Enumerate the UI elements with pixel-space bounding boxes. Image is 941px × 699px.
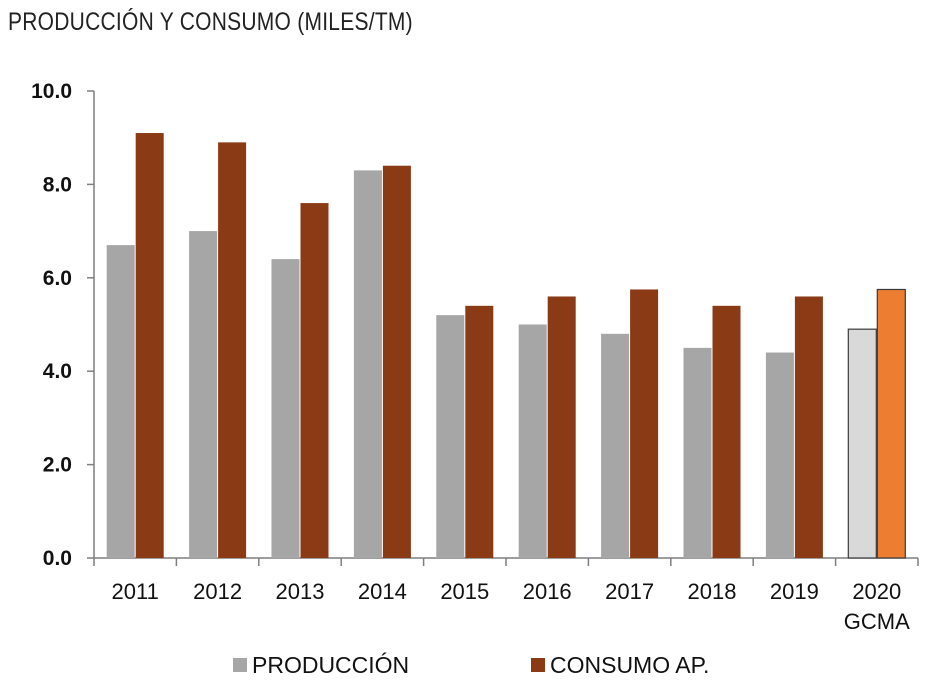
bar-consumo-2017 — [630, 289, 659, 558]
legend: PRODUCCIÓN CONSUMO AP. — [233, 652, 709, 678]
bar-produccion-2020 — [847, 328, 877, 559]
y-tick-label: 10.0 — [31, 80, 72, 103]
legend-label-0: PRODUCCIÓN — [252, 652, 409, 678]
bar-produccion-2018 — [683, 347, 712, 558]
x-tick-label: 2020 GCMA — [844, 579, 910, 634]
bar-produccion-2017 — [601, 333, 630, 558]
chart-title: PRODUCCIÓN Y CONSUMO (MILES/TM) — [8, 8, 413, 36]
x-tick-label-line: GCMA — [844, 609, 910, 634]
x-axis: 2011 2012 2013 2014 2015 2016 2017 2018 2019 2020… — [93, 557, 919, 634]
legend-label-1: CONSUMO AP. — [550, 652, 709, 678]
y-tick-label: 8.0 — [43, 173, 72, 196]
x-tick-label-line: 2019 — [770, 579, 819, 604]
x-tick-label-line: 2014 — [358, 579, 407, 604]
bar-produccion-2014 — [353, 170, 382, 558]
bar-consumo-2015 — [465, 305, 494, 558]
bar-consumo-2016 — [547, 296, 576, 558]
x-tick-label: 2015 — [440, 579, 489, 604]
x-tick-label: 2014 — [358, 579, 407, 604]
bar-produccion-2015 — [436, 315, 465, 558]
y-tick-label: 4.0 — [43, 360, 72, 383]
y-tick-label: 0.0 — [43, 547, 72, 570]
bar-produccion-2016 — [518, 324, 547, 558]
x-tick-label-line: 2015 — [440, 579, 489, 604]
y-axis: 0.0 2.0 4.0 6.0 8.0 10.0 — [31, 80, 95, 570]
bar-consumo-2018 — [712, 305, 741, 558]
bar-produccion-2011 — [106, 245, 135, 559]
bar-consumo-2012 — [218, 142, 247, 558]
bar-consumo-2013 — [300, 203, 329, 558]
x-tick-label: 2011 — [112, 579, 159, 604]
legend-swatch-0 — [233, 658, 247, 672]
bar-consumo-2019 — [794, 296, 823, 558]
bar-consumo-2020 — [876, 288, 906, 559]
x-tick-label-line: 2013 — [276, 579, 325, 604]
x-tick-label: 2018 — [688, 579, 737, 604]
y-tick-label: 6.0 — [43, 267, 72, 290]
bars — [106, 133, 906, 559]
bar-produccion-2019 — [765, 352, 794, 558]
x-tick-label-line: 2020 — [852, 579, 901, 604]
x-tick-label-line: 2017 — [605, 579, 654, 604]
x-tick-label: 2012 — [193, 579, 242, 604]
x-tick-label-line: 2012 — [193, 579, 242, 604]
y-tick-label: 2.0 — [43, 454, 72, 477]
bar-consumo-2011 — [135, 133, 164, 558]
x-tick-label: 2016 — [523, 579, 572, 604]
x-tick-label-line: 2016 — [523, 579, 572, 604]
x-tick-label: 2017 — [605, 579, 654, 604]
legend-swatch-1 — [531, 658, 545, 672]
x-tick-label-line: 2011 — [112, 579, 159, 604]
x-tick-label: 2019 — [770, 579, 819, 604]
bar-produccion-2013 — [271, 259, 300, 558]
bar-produccion-2012 — [189, 231, 218, 558]
bar-consumo-2014 — [382, 165, 411, 558]
x-tick-label: 2013 — [276, 579, 325, 604]
x-tick-label-line: 2018 — [688, 579, 737, 604]
